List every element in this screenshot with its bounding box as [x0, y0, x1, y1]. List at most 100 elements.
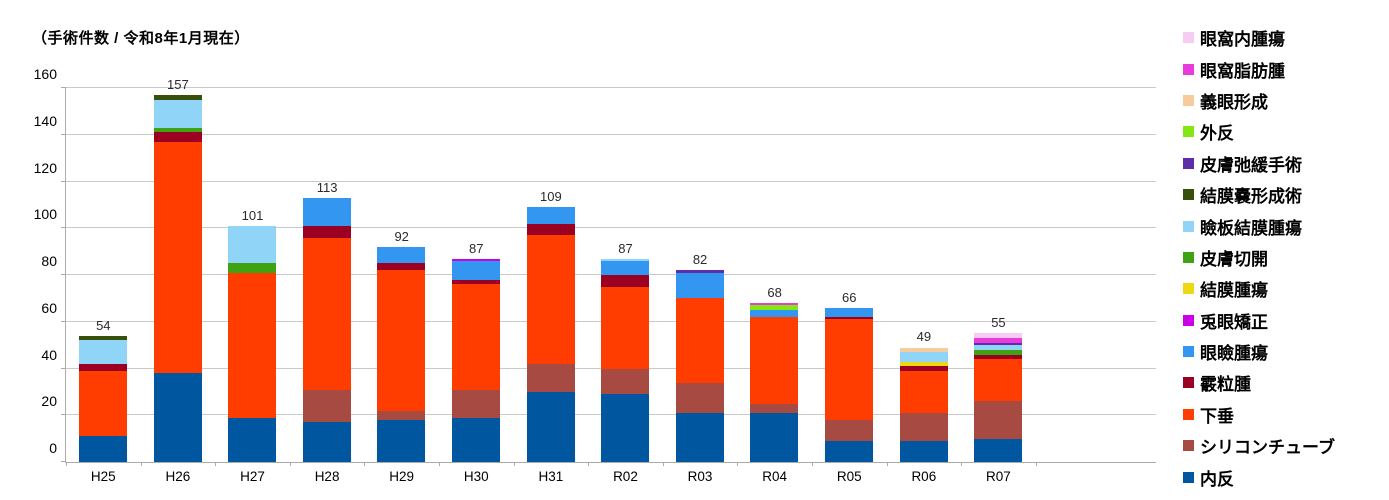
bar-segment-結膜嚢形成術 [79, 335, 127, 341]
legend-swatch-icon [1183, 94, 1194, 106]
y-axis-label: 100 [33, 206, 57, 223]
bar-total-label: 82 [692, 252, 708, 268]
y-axis-tick [61, 87, 66, 88]
bar-segment-内反 [675, 412, 724, 462]
legend-item-内反: 内反 [1183, 461, 1335, 492]
legend-item-シリコンチューブ: シリコンチューブ [1183, 430, 1335, 461]
bar-segment-下垂 [451, 284, 500, 390]
bar-segment-内反 [451, 417, 500, 462]
x-axis-tick [215, 462, 217, 466]
x-axis-tick [364, 462, 366, 466]
bar-slot-R07: 55 R07 [961, 88, 1036, 484]
bar-segment-眼窩脂肪腫 [974, 338, 1023, 343]
x-axis-tick [737, 462, 739, 466]
bar-segment-瞼板結膜腫瘍 [899, 352, 948, 362]
gridline-120 [66, 180, 1156, 182]
bar-segment-眼瞼腫瘍 [750, 310, 799, 318]
bar-segment-瞼板結膜腫瘍 [601, 258, 650, 261]
bar-segment-下垂 [675, 298, 724, 383]
bar-segment-下垂 [601, 286, 650, 369]
bar-segment-シリコンチューブ [451, 389, 500, 418]
legend-swatch-icon [1183, 32, 1194, 44]
bar-segment-義眼形成 [899, 347, 948, 353]
legend-swatch-icon [1183, 283, 1194, 295]
stacked-bar-R06 [899, 347, 948, 462]
legend: 眼窩内腫瘍 眼窩脂肪腫 義眼形成 外反 皮膚弛緩手術 結膜嚢形成術 瞼板結膜腫瘍 皮膚切開 結膜… [1183, 22, 1335, 493]
x-axis-label: H28 [314, 469, 340, 484]
x-axis-label: H30 [463, 469, 489, 484]
bar-segment-シリコンチューブ [601, 368, 650, 395]
legend-swatch-icon [1183, 314, 1194, 326]
x-axis-label: R05 [836, 469, 862, 484]
x-axis-tick [513, 462, 515, 466]
legend-item-皮膚弛緩手術: 皮膚弛緩手術 [1183, 148, 1335, 179]
legend-label: 結膜腫瘍 [1200, 281, 1268, 301]
bar-segment-内反 [302, 422, 351, 462]
bar-slot-H26: 157 H26 [141, 77, 216, 484]
bar-slot-H30: 87 H30 [439, 88, 514, 484]
x-axis-tick [1035, 462, 1037, 466]
y-axis-tick [61, 367, 66, 369]
stacked-bar-H28 [302, 197, 351, 462]
bar-segment-内反 [824, 440, 873, 462]
legend-label: 兎眼矯正 [1200, 312, 1268, 332]
x-axis-tick [961, 462, 963, 466]
y-axis-label: 140 [33, 112, 57, 129]
bar-slot-R03: 82 R03 [663, 88, 738, 484]
x-axis-label: H29 [389, 469, 415, 484]
bar-total-label: 49 [916, 329, 932, 345]
stacked-bar-H26 [153, 95, 202, 462]
bar-segment-眼瞼腫瘍 [526, 207, 575, 224]
bar-segment-内反 [974, 438, 1023, 462]
bar-segment-下垂 [302, 237, 351, 390]
legend-label: 眼瞼腫瘍 [1200, 344, 1268, 364]
bar-segment-兎眼矯正 [451, 258, 500, 261]
bar-segment-内反 [750, 412, 799, 462]
bar-slot-R04: 68 R04 [737, 88, 812, 484]
bar-segment-シリコンチューブ [302, 389, 351, 423]
bar-segment-眼瞼腫瘍 [377, 246, 426, 264]
y-axis-label: 0 [49, 440, 57, 456]
bar-segment-シリコンチューブ [750, 403, 799, 413]
legend-swatch-icon [1183, 346, 1194, 358]
bar-slot-H27: 101 H27 [215, 88, 290, 484]
bar-segment-皮膚弛緩手術 [675, 270, 724, 273]
bar-segment-外反 [750, 305, 799, 311]
bar-segment-霰粒腫 [153, 132, 202, 142]
bar-slot-H25: 54 H25 [66, 88, 141, 484]
legend-label: 瞼板結膜腫瘍 [1200, 218, 1302, 238]
bar-segment-内反 [79, 436, 127, 462]
y-axis-label: 80 [41, 253, 57, 269]
legend-label: 眼窩脂肪腫 [1200, 61, 1285, 81]
legend-label: 義眼形成 [1200, 92, 1268, 112]
bar-segment-霰粒腫 [79, 363, 127, 371]
legend-swatch-icon [1183, 471, 1194, 483]
y-axis-tick [61, 180, 66, 182]
legend-item-皮膚切開: 皮膚切開 [1183, 242, 1335, 273]
bar-segment-皮膚切開 [228, 263, 277, 273]
x-axis-tick [66, 462, 67, 466]
bar-segment-眼瞼腫瘍 [302, 197, 351, 226]
x-axis-label: H27 [240, 469, 265, 484]
bar-segment-眼瞼腫瘍 [601, 261, 650, 276]
y-axis-label: 40 [41, 346, 57, 363]
stacked-bar-H25 [79, 335, 127, 462]
y-axis-tick [61, 461, 66, 462]
x-axis-label: R02 [613, 469, 638, 484]
legend-label: 眼窩内腫瘍 [1200, 30, 1285, 50]
bar-total-label: 68 [767, 285, 782, 301]
legend-item-義眼形成: 義眼形成 [1183, 85, 1335, 116]
bar-segment-下垂 [526, 235, 575, 364]
bar-segment-瞼板結膜腫瘍 [228, 225, 277, 264]
legend-swatch-icon [1183, 157, 1194, 169]
bar-total-label: 92 [394, 228, 409, 244]
x-axis-tick [588, 462, 590, 466]
plot-area: 0 20 40 60 80 100 120 140 160 54 H25 157 H26 101 H27 11… [34, 67, 1156, 484]
bar-segment-皮膚弛緩手術 [974, 342, 1023, 346]
x-axis-tick [140, 462, 142, 466]
bar-total-label: 87 [618, 240, 633, 256]
bar-segment-結膜腫瘍 [899, 361, 948, 367]
bar-slot-H31: 109 H31 [514, 88, 589, 484]
x-axis-tick [886, 462, 888, 466]
legend-swatch-icon [1183, 408, 1194, 420]
